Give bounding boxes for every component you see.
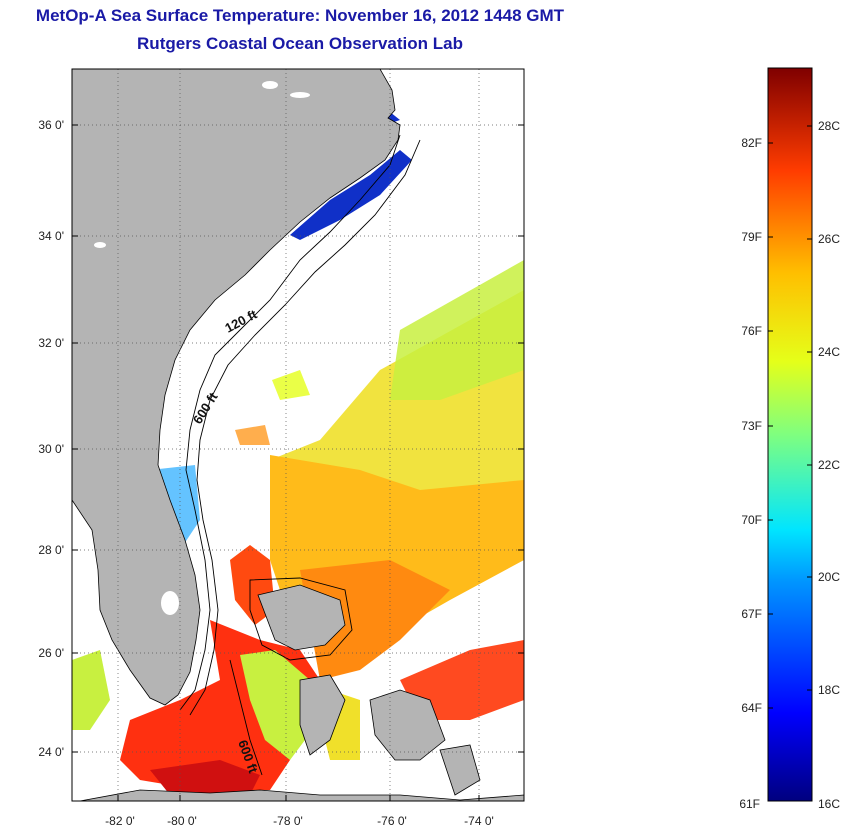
colorbar: 82F 79F 76F 73F 70F 67F 64F 61F 28C 26C … — [739, 67, 840, 811]
lat-label-34: 34 0' — [38, 229, 64, 243]
colorbar-f-67: 67F — [741, 607, 762, 621]
map-grid — [72, 69, 524, 801]
colorbar-f-61: 61F — [739, 797, 760, 811]
lat-label-26: 26 0' — [38, 646, 64, 660]
lon-label-78: -78 0' — [273, 814, 303, 828]
contour-120ft — [179, 134, 401, 711]
lat-label-28: 28 0' — [38, 543, 64, 557]
lon-label-76: -76 0' — [377, 814, 407, 828]
contour-600ft — [189, 139, 421, 716]
colorbar-c-18: 18C — [818, 683, 840, 697]
colorbar-f-82: 82F — [741, 136, 762, 150]
colorbar-c-26: 26C — [818, 232, 840, 246]
map-ticks — [72, 124, 524, 801]
colorbar-c-16: 16C — [818, 797, 840, 811]
cuba-coast — [79, 789, 524, 801]
lat-label-24: 24 0' — [38, 745, 64, 759]
colorbar-gradient — [767, 67, 813, 802]
lat-label-30: 30 0' — [38, 442, 64, 456]
colorbar-f-73: 73F — [741, 419, 762, 433]
lon-label-80: -80 0' — [167, 814, 197, 828]
colorbar-c-28: 28C — [818, 119, 840, 133]
land-mass-us-southeast — [72, 69, 401, 706]
colorbar-c-24: 24C — [818, 345, 840, 359]
colorbar-c-20: 20C — [818, 570, 840, 584]
lat-label-32: 32 0' — [38, 336, 64, 350]
bahamas-islands — [257, 584, 346, 651]
lon-label-74: -74 0' — [464, 814, 494, 828]
colorbar-f-79: 79F — [741, 230, 762, 244]
cold-coastal-water — [290, 150, 412, 240]
colorbar-f-76: 76F — [741, 324, 762, 338]
map-frame — [71, 68, 525, 802]
colorbar-f-64: 64F — [741, 701, 762, 715]
colorbar-c-22: 22C — [818, 458, 840, 472]
colorbar-f-70: 70F — [741, 513, 762, 527]
map-subtitle: Rutgers Coastal Ocean Observation Lab — [137, 34, 463, 53]
lon-label-82: -82 0' — [105, 814, 135, 828]
map-panel: 120 ft 600 ft 600 ft — [72, 69, 524, 801]
lat-label-36: 36 0' — [38, 118, 64, 132]
map-title: MetOp-A Sea Surface Temperature: Novembe… — [35, 6, 565, 25]
